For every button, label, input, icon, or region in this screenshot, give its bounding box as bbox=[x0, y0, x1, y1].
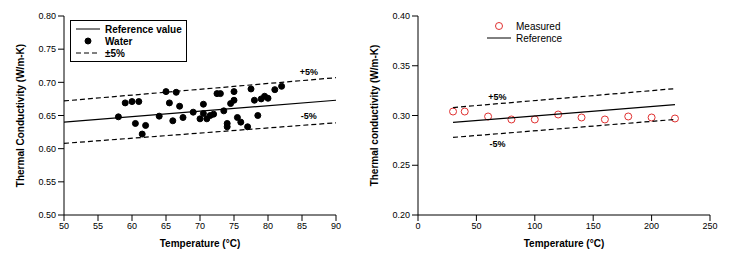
svg-text:-5%: -5% bbox=[301, 111, 317, 121]
svg-text:Temperature (°C): Temperature (°C) bbox=[524, 238, 605, 249]
svg-text:0.35: 0.35 bbox=[392, 61, 410, 71]
svg-text:80: 80 bbox=[263, 221, 273, 231]
svg-text:50: 50 bbox=[471, 221, 481, 231]
svg-text:70: 70 bbox=[195, 221, 205, 231]
svg-text:0.40: 0.40 bbox=[392, 11, 410, 21]
svg-text:0.75: 0.75 bbox=[38, 44, 56, 54]
svg-text:250: 250 bbox=[702, 221, 717, 231]
svg-text:Thermal conductivity (W/m-K): Thermal conductivity (W/m-K) bbox=[369, 45, 380, 187]
svg-text:0.65: 0.65 bbox=[38, 111, 56, 121]
svg-text:100: 100 bbox=[527, 221, 542, 231]
svg-text:50: 50 bbox=[59, 221, 69, 231]
svg-text:0.50: 0.50 bbox=[38, 210, 56, 220]
svg-text:0: 0 bbox=[415, 221, 420, 231]
svg-text:+5%: +5% bbox=[300, 67, 318, 77]
svg-text:90: 90 bbox=[331, 221, 341, 231]
svg-text:0.30: 0.30 bbox=[392, 111, 410, 121]
html-text:Measured: Measured bbox=[516, 20, 561, 32]
svg-text:85: 85 bbox=[297, 221, 307, 231]
svg-text:-5%: -5% bbox=[489, 139, 505, 149]
svg-text:+5%: +5% bbox=[488, 92, 506, 102]
html-text:±5%: ±5% bbox=[105, 47, 125, 59]
svg-text:0.20: 0.20 bbox=[392, 210, 410, 220]
svg-text:0.55: 0.55 bbox=[38, 177, 56, 187]
svg-text:60: 60 bbox=[127, 221, 137, 231]
svg-text:0.70: 0.70 bbox=[38, 78, 56, 88]
svg-text:150: 150 bbox=[586, 221, 601, 231]
svg-text:200: 200 bbox=[644, 221, 659, 231]
svg-text:65: 65 bbox=[161, 221, 171, 231]
svg-text:55: 55 bbox=[93, 221, 103, 231]
svg-text:75: 75 bbox=[229, 221, 239, 231]
svg-text:Thermal Conductivity (W/m-K): Thermal Conductivity (W/m-K) bbox=[15, 44, 26, 187]
svg-text:0.60: 0.60 bbox=[38, 144, 56, 154]
html-text:Reference: Reference bbox=[516, 32, 563, 44]
svg-text:0.80: 0.80 bbox=[38, 11, 56, 21]
html-text:Water: Water bbox=[105, 35, 133, 47]
html-text:Reference value: Reference value bbox=[105, 23, 182, 35]
svg-text:Temperature (°C): Temperature (°C) bbox=[160, 238, 241, 249]
svg-text:0.25: 0.25 bbox=[392, 160, 410, 170]
